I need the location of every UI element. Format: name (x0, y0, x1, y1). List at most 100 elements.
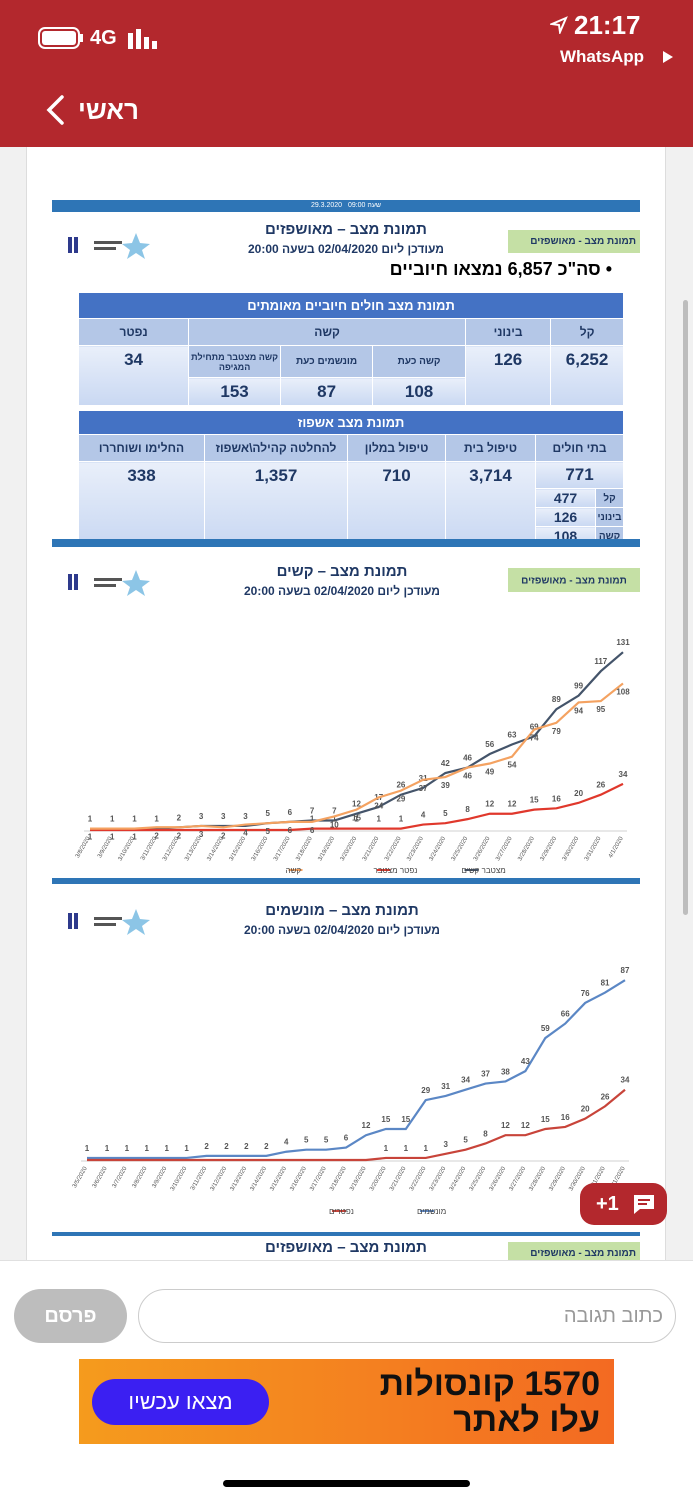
data-label: 56 (485, 740, 494, 749)
x-tick-label: 3/8/2020 (132, 1165, 149, 1189)
data-label: 1 (164, 1144, 169, 1153)
data-label: 89 (552, 695, 561, 704)
data-label: 5 (443, 809, 448, 818)
data-label: 5 (265, 827, 270, 836)
x-tick-label: 3/5/2020 (72, 1165, 89, 1189)
hospitalization-table: תמונת מצב אשפוז בתי חולים טיפול בית טיפול … (77, 410, 625, 546)
data-label: 1 (154, 815, 159, 824)
ad-line2: עלו לאתר (453, 1401, 600, 1439)
data-label: 3 (443, 1140, 448, 1149)
data-label: 3 (199, 812, 204, 821)
x-tick-label: 3/29/2020 (548, 1165, 567, 1192)
data-label: 1 (105, 1144, 110, 1153)
data-label: 6 (288, 826, 293, 835)
chart-severe: תמונת מצב – קשים מעודכן ליום 02/04/2020 … (52, 563, 640, 884)
post-button[interactable]: פרסם (14, 1289, 127, 1343)
data-label: 2 (204, 1142, 209, 1151)
row-label: בינוני (595, 507, 625, 527)
battery-icon (38, 27, 83, 49)
x-tick-label: 3/7/2020 (112, 1165, 129, 1189)
data-label: 8 (483, 1129, 488, 1138)
x-tick-label: 3/6/2020 (92, 1165, 109, 1189)
network: 4G (90, 27, 117, 49)
slide-header: 29.3.2020 שעה 09:00 (52, 200, 640, 212)
data-label: 2 (244, 1142, 249, 1151)
reply-input[interactable]: כתוב תגובה (138, 1289, 676, 1343)
header: קשה (188, 318, 467, 346)
header-date: 29.3.2020 (310, 202, 343, 209)
data-label: 7 (332, 807, 337, 816)
x-tick-label: 3/19/2020 (349, 1165, 368, 1192)
data-label: 79 (552, 727, 561, 736)
data-label: 2 (177, 831, 182, 840)
x-tick-label: 3/13/2020 (230, 1165, 249, 1192)
data-label: 5 (324, 1136, 329, 1145)
data-label: 3 (199, 830, 204, 839)
bullet: • (600, 259, 612, 279)
data-label: 1 (332, 815, 337, 824)
data-label: 6 (344, 1134, 349, 1143)
data-label: 2 (177, 813, 182, 822)
data-label: 37 (419, 784, 428, 793)
subheader: קשה כעת (372, 345, 467, 378)
x-tick-label: 3/23/2020 (429, 1165, 448, 1192)
value: 710 (347, 461, 447, 546)
slide-subtitle: מעודכן ליום 02/04/2020 בשעה 20:00 (247, 242, 444, 256)
value: 6,252 (550, 345, 625, 406)
back-app[interactable]: WhatsApp (560, 47, 645, 66)
data-label: 4 (421, 811, 426, 820)
slide-footer (52, 539, 640, 547)
data-label: 38 (501, 1067, 510, 1076)
data-label: 1 (184, 1144, 189, 1153)
data-label: 4 (284, 1138, 289, 1147)
x-tick-label: 3/25/2020 (469, 1165, 488, 1192)
chart-title: תמונת מצב – קשים (277, 563, 408, 580)
ad-banner[interactable]: 1570 קונסולות עלו לאתר מצאו עכשיו (79, 1359, 614, 1444)
data-label: 3 (243, 812, 248, 821)
comments-badge[interactable]: +1 (580, 1183, 667, 1225)
data-label: 1 (88, 815, 93, 824)
x-tick-label: 3/18/2020 (329, 1165, 348, 1192)
value: 153 (188, 377, 282, 406)
back-arrow[interactable] (44, 94, 66, 126)
legend-label: נפטר מצטבר (374, 866, 418, 875)
nav-title[interactable]: ראשי (78, 95, 139, 125)
header: נפטר (77, 318, 190, 346)
status-bar: 4G 21:17 WhatsApp ראשי (0, 0, 693, 147)
x-tick-label: 3/17/2020 (273, 835, 292, 862)
series-line (87, 979, 626, 1160)
data-label: 1 (85, 1144, 90, 1153)
data-label: 1 (399, 815, 404, 824)
data-label: 108 (616, 687, 630, 696)
data-label: 1 (132, 833, 137, 842)
ministry-logo (68, 570, 150, 596)
x-tick-label: 3/14/2020 (250, 1165, 269, 1192)
comments-count: +1 (596, 1193, 619, 1215)
data-label: 12 (508, 800, 517, 809)
x-tick-label: 3/21/2020 (362, 835, 381, 862)
ministry-logo (68, 909, 150, 935)
value: 126 (465, 345, 552, 406)
home-indicator (223, 1480, 470, 1487)
data-label: 54 (508, 761, 517, 770)
x-tick-label: 3/11/2020 (190, 1165, 209, 1191)
row-label: קל (595, 488, 625, 508)
x-tick-label: 3/22/2020 (409, 1165, 428, 1192)
x-tick-label: 3/22/2020 (384, 835, 403, 862)
data-label: 1 (145, 1144, 150, 1153)
data-label: 15 (541, 1115, 550, 1124)
data-label: 1 (354, 815, 359, 824)
subheader: מונשמים כעת (280, 345, 374, 378)
data-label: 1 (404, 1144, 409, 1153)
data-label: 6 (288, 808, 293, 817)
x-tick-label: 3/30/2020 (562, 835, 581, 862)
reply-panel: פרסם כתוב תגובה 1570 קונסולות עלו לאתר מ… (0, 1260, 693, 1500)
header: בינוני (465, 318, 552, 346)
ad-button[interactable]: מצאו עכשיו (92, 1379, 269, 1425)
x-tick-label: 3/23/2020 (406, 835, 425, 862)
x-tick-label: 3/26/2020 (473, 835, 492, 862)
data-label: 12 (485, 800, 494, 809)
data-label: 69 (530, 722, 539, 731)
header: החלימו ושוחררו (77, 434, 206, 462)
